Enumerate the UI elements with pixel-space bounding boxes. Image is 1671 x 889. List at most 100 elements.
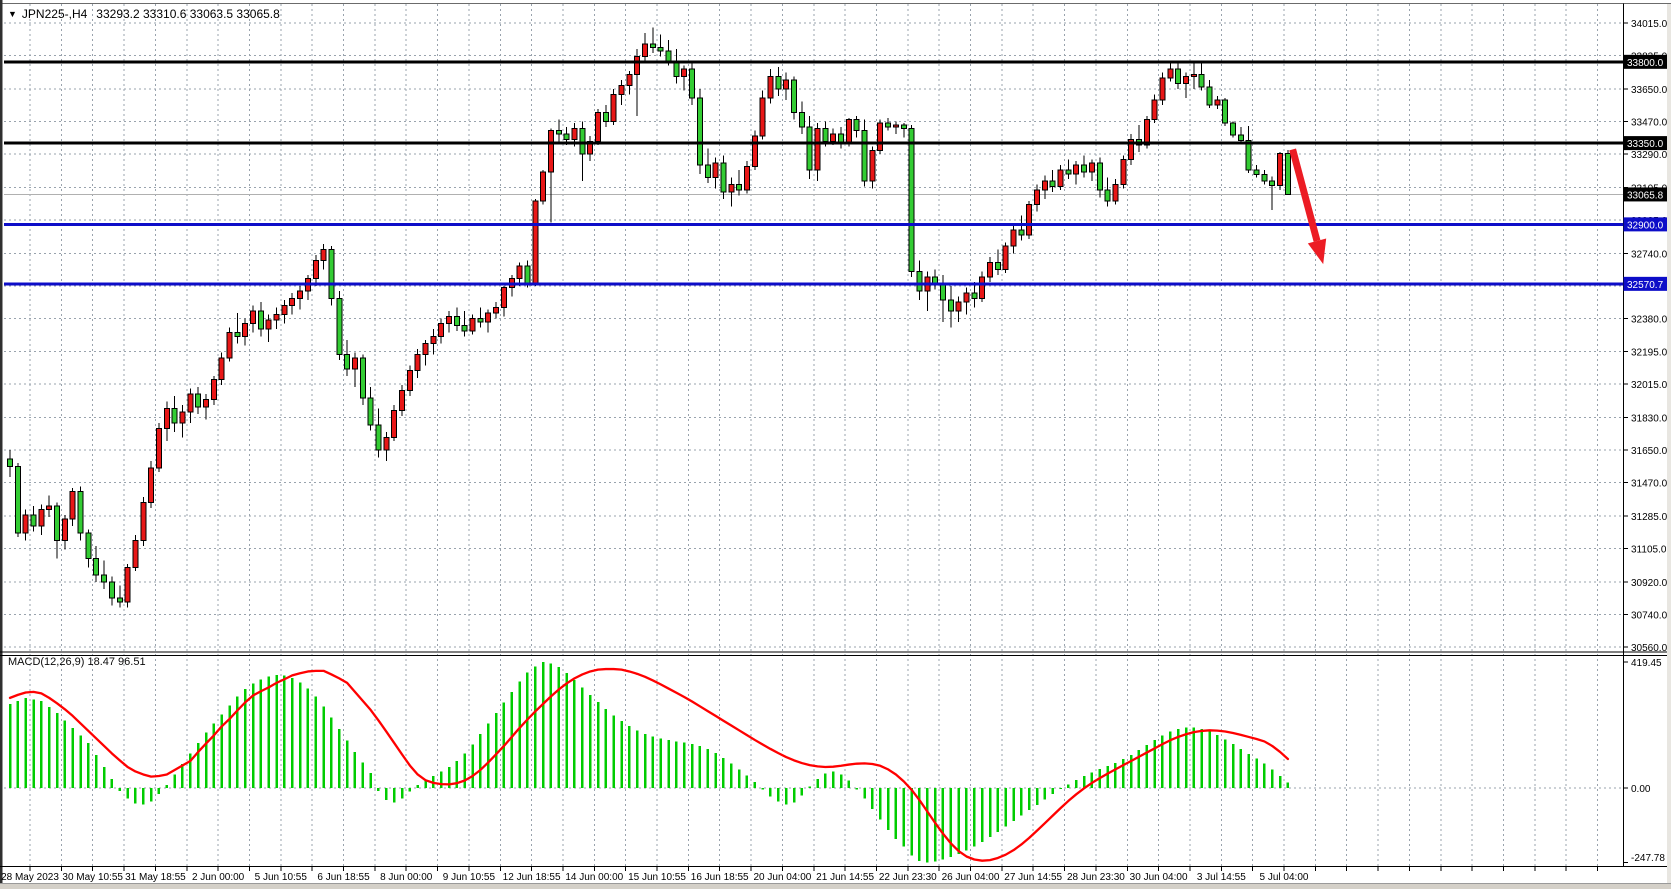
symbol-dropdown-icon[interactable]: ▼ (8, 9, 17, 19)
bear-candle (579, 128, 586, 155)
time-axis-label: 31 May 18:55 (125, 872, 186, 883)
macd-bar (212, 723, 216, 788)
bull-candle (124, 567, 131, 603)
macd-bar (824, 773, 827, 788)
bear-candle (798, 111, 805, 128)
macd-bar (1027, 788, 1031, 811)
bull-candle (430, 335, 437, 345)
macd-signal-line (8, 667, 1290, 862)
macd-bar (8, 703, 12, 788)
bull-candle (618, 84, 625, 95)
macd-bar (353, 751, 357, 788)
time-axis[interactable]: 28 May 2023 30 May 10:55 31 May 18:55 2 Jun… (1, 867, 1598, 883)
time-axis-label: 30 May 10:55 (62, 872, 123, 883)
bull-candle (38, 509, 45, 527)
bull-candle (767, 75, 774, 99)
macd-bar (863, 788, 866, 799)
bear-candle (1222, 99, 1229, 124)
bear-candle (524, 265, 531, 285)
bull-candle (845, 119, 852, 144)
bear-candle (1104, 189, 1111, 202)
macd-bar (730, 763, 733, 788)
time-axis-label: 30 Jun 04:00 (1130, 872, 1188, 883)
bull-candle (351, 357, 358, 370)
bear-candle (939, 283, 946, 301)
macd-bar (769, 788, 772, 797)
macd-bar (839, 774, 843, 788)
macd-bar (196, 742, 200, 788)
macd-bar (957, 788, 960, 855)
bear-candle (885, 122, 892, 128)
bull-candle (1034, 189, 1041, 206)
pane-divider[interactable] (0, 651, 1671, 657)
macd-bar (102, 766, 106, 788)
macd-bar (745, 775, 749, 788)
macd-bar (557, 667, 561, 788)
trend-arrow-annotation[interactable] (1289, 148, 1327, 265)
macd-bar (204, 732, 208, 788)
macd-bar (722, 757, 725, 788)
price-tick-label: 30740.0 (1631, 610, 1668, 621)
time-axis-label: 28 May 2023 (1, 872, 59, 883)
price-tick-label: 32015.0 (1631, 380, 1668, 391)
macd-bar (604, 708, 608, 788)
bull-candle (414, 353, 421, 372)
bear-candle (908, 128, 915, 272)
bull-candle (438, 323, 445, 337)
bear-candle (1206, 86, 1213, 106)
macd-bar (878, 788, 882, 820)
price-line-label-33065.8: 33065.8 (1623, 187, 1671, 202)
bear-candle (171, 408, 178, 424)
bear-candle (665, 50, 672, 63)
bear-candle (1284, 152, 1291, 195)
macd-bar (541, 662, 545, 788)
price-tick-label: 32740.0 (1631, 249, 1668, 260)
macd-bar (40, 700, 43, 788)
macd-bar (612, 715, 615, 788)
price-axis[interactable]: 34015.033835.033650.033470.033290.033105… (1623, 19, 1671, 654)
bear-candle (1018, 229, 1025, 236)
bull-candle (516, 265, 523, 280)
bull-candle (493, 306, 500, 314)
bull-candle (140, 502, 147, 541)
macd-bar (1255, 758, 1258, 788)
bear-candle (775, 75, 782, 90)
bear-candle (720, 162, 727, 193)
bull-candle (250, 310, 257, 325)
bear-candle (77, 491, 84, 534)
bull-candle (1190, 73, 1197, 77)
macd-bar (24, 697, 27, 788)
price-line-label-32570.7: 32570.7 (1623, 276, 1671, 291)
bull-candle (1167, 68, 1174, 79)
macd-bar (157, 788, 161, 795)
macd-bar (110, 778, 114, 788)
macd-bar (949, 788, 953, 858)
macd-axis[interactable]: 419.45 0.00 -247.78 (1623, 658, 1665, 864)
macd-bar (1200, 728, 1203, 788)
macd-bar (165, 784, 169, 788)
bull-candle (312, 259, 319, 280)
macd-bar (118, 788, 122, 792)
bull-candle (1041, 180, 1048, 191)
macd-bar (330, 717, 333, 788)
time-axis-label: 6 Jun 18:55 (317, 872, 370, 883)
macd-bar (1122, 759, 1125, 788)
bear-candle (916, 270, 923, 292)
macd-bar (777, 788, 780, 802)
macd-bar (988, 788, 992, 837)
macd-bar (471, 744, 474, 788)
macd-bar (1286, 782, 1290, 788)
macd-bar (1184, 727, 1188, 788)
candlestick-layer[interactable] (7, 27, 1291, 608)
macd-bar (134, 788, 137, 804)
price-tick-label: 32195.0 (1631, 348, 1668, 359)
bear-candle (1049, 180, 1056, 187)
bull-candle (1183, 75, 1189, 85)
bear-candle (116, 597, 123, 603)
macd-bar (667, 740, 670, 788)
macd-bar (63, 720, 67, 788)
bull-candle (61, 518, 68, 541)
macd-bar (996, 788, 1000, 832)
